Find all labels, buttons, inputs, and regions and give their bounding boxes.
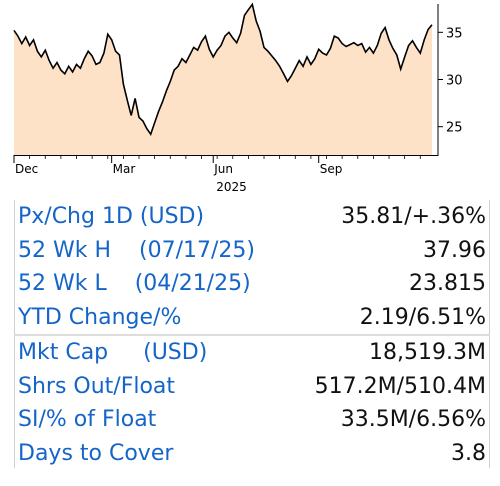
stats-value: 2.19/6.51% xyxy=(359,304,486,330)
stats-row-shrs-out-float: Shrs Out/Float 517.2M/510.4M xyxy=(14,370,490,404)
x-tick-label: Sep xyxy=(320,162,343,176)
x-tick-label: Jun xyxy=(213,162,233,176)
stats-row-days-to-cover: Days to Cover 3.8 xyxy=(14,437,490,471)
x-year-label: 2025 xyxy=(216,180,247,194)
price-chart: 25 30 35 Dec Mar Jun Sep 2025 xyxy=(0,0,500,200)
stats-label: SI/% of Float xyxy=(18,407,157,432)
stats-label: YTD Change/% xyxy=(18,304,182,330)
stats-label: Mkt Cap (USD) xyxy=(18,340,208,365)
stats-label: 52 Wk L (04/21/25) xyxy=(18,271,251,296)
price-line xyxy=(13,2,433,136)
y-tick-label: 25 xyxy=(446,121,463,136)
price-area-fill xyxy=(14,4,432,156)
stats-row-si-float: SI/% of Float 33.5M/6.56% xyxy=(14,403,490,437)
stats-row-ytd-change: YTD Change/% 2.19/6.51% xyxy=(14,301,490,335)
stats-value: 517.2M/510.4M xyxy=(314,373,486,399)
stats-label: Px/Chg 1D (USD) xyxy=(18,204,205,229)
stats-value: 18,519.3M xyxy=(369,340,486,365)
stats-table: Px/Chg 1D (USD) 35.81/+.36% 52 Wk H (07/… xyxy=(14,200,490,470)
stats-value: 33.5M/6.56% xyxy=(340,407,486,432)
y-tick-label: 35 xyxy=(446,26,463,41)
stats-label: Shrs Out/Float xyxy=(18,373,176,399)
stats-value: 23.815 xyxy=(409,271,486,296)
stats-value: 3.8 xyxy=(451,440,486,466)
stats-value: 35.81/+.36% xyxy=(341,204,486,229)
y-tick-label: 30 xyxy=(446,74,463,89)
stats-label: 52 Wk H (07/17/25) xyxy=(18,237,255,263)
stats-label: Days to Cover xyxy=(18,440,174,466)
price-chart-svg: 25 30 35 Dec Mar Jun Sep 2025 xyxy=(13,2,463,194)
stats-row-px-chg: Px/Chg 1D (USD) 35.81/+.36% xyxy=(14,200,490,234)
stats-row-52wk-low: 52 Wk L (04/21/25) 23.815 xyxy=(14,267,490,301)
x-tick-label: Mar xyxy=(113,162,136,176)
x-tick-label: Dec xyxy=(15,162,38,176)
stats-value: 37.96 xyxy=(423,237,486,263)
stats-row-52wk-high: 52 Wk H (07/17/25) 37.96 xyxy=(14,234,490,268)
stats-row-mkt-cap: Mkt Cap (USD) 18,519.3M xyxy=(14,334,490,370)
